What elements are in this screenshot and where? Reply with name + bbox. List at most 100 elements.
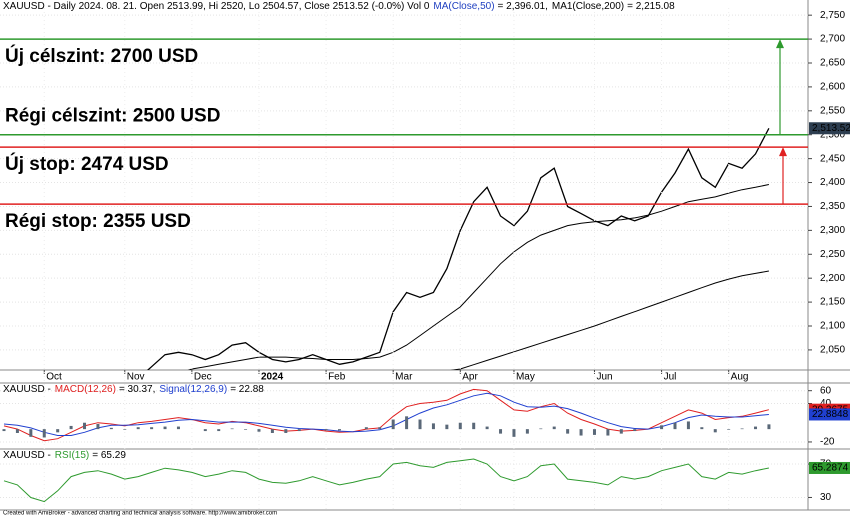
y-tick-label: 2,550 bbox=[820, 105, 845, 116]
series-line bbox=[146, 127, 770, 370]
x-tick-label: Nov bbox=[127, 372, 145, 383]
histogram-bar bbox=[217, 429, 221, 432]
histogram-bar bbox=[150, 427, 154, 430]
y-tick-label: 2,350 bbox=[820, 201, 845, 212]
y-tick-label: 2,250 bbox=[820, 249, 845, 260]
y-tick-label: 2,200 bbox=[820, 273, 845, 284]
histogram-bar bbox=[2, 429, 6, 432]
histogram-bar bbox=[740, 428, 744, 430]
price-tag bbox=[809, 408, 850, 421]
footer: Created with AmiBroker - advanced charti… bbox=[3, 511, 277, 517]
panel-header: XAUUSD - RSI(15) = 65.29 bbox=[3, 450, 126, 461]
y-tick-label: 2,450 bbox=[820, 153, 845, 164]
histogram-bar bbox=[579, 429, 583, 436]
header-title: XAUUSD - Daily 2024. 08. 21. Open 2513.9… bbox=[3, 1, 430, 12]
y-tick-label: -20 bbox=[820, 437, 835, 448]
histogram-bar bbox=[378, 427, 382, 430]
histogram-bar bbox=[633, 429, 637, 432]
histogram-bar bbox=[405, 416, 409, 430]
level-label: Régi stop: 2355 USD bbox=[5, 211, 191, 232]
histogram-bar bbox=[69, 425, 73, 430]
histogram-bar bbox=[364, 427, 368, 430]
histogram-bar bbox=[176, 426, 180, 430]
histogram-bar bbox=[660, 425, 664, 430]
histogram-bar bbox=[592, 429, 596, 435]
histogram-bar bbox=[713, 429, 717, 433]
x-tick-label: 2024 bbox=[261, 372, 284, 383]
histogram-bar bbox=[96, 424, 100, 430]
panel bbox=[0, 388, 808, 443]
legend-value: = 65.29 bbox=[92, 450, 126, 461]
histogram-bar bbox=[29, 429, 33, 437]
legend-name: MA(Close,50) bbox=[433, 1, 494, 12]
x-tick-label: Jun bbox=[596, 372, 612, 383]
histogram-bar bbox=[284, 429, 288, 433]
level-label: Új célszint: 2700 USD bbox=[5, 45, 198, 67]
series-line bbox=[3, 392, 769, 436]
histogram-bar bbox=[203, 429, 207, 432]
level-label: Régi célszint: 2500 USD bbox=[5, 106, 220, 127]
histogram-bar bbox=[163, 426, 167, 430]
histogram-bar bbox=[754, 426, 758, 430]
histogram-bar bbox=[472, 422, 476, 430]
legend-value: = 2,396.01, bbox=[498, 1, 548, 12]
histogram-bar bbox=[606, 429, 610, 436]
histogram-bar bbox=[686, 421, 690, 430]
level-label: Új stop: 2474 USD bbox=[5, 153, 169, 175]
histogram-bar bbox=[619, 429, 623, 434]
series-line bbox=[3, 388, 770, 442]
x-tick-label: Jul bbox=[664, 372, 677, 383]
arrow-head bbox=[779, 147, 787, 157]
y-tick-label: 2,300 bbox=[820, 225, 845, 236]
series-line bbox=[450, 270, 769, 370]
y-tick-label: 2,600 bbox=[820, 82, 845, 93]
histogram-bar bbox=[270, 429, 274, 433]
price-tag bbox=[809, 461, 850, 474]
y-tick-label: 2,100 bbox=[820, 321, 845, 332]
price-tag-label: 22.8848 bbox=[812, 409, 849, 420]
y-tick-label: 30 bbox=[820, 492, 832, 503]
legend-value: = 22.88 bbox=[230, 384, 264, 395]
histogram-bar bbox=[230, 428, 234, 430]
histogram-bar bbox=[244, 429, 248, 430]
histogram-bar bbox=[136, 427, 140, 430]
panel bbox=[0, 14, 808, 370]
legend-name: MA1(Close,200) bbox=[552, 1, 624, 12]
y-tick-label: 2,500 bbox=[820, 129, 845, 140]
x-tick-label: Feb bbox=[328, 372, 346, 383]
histogram-bar bbox=[767, 424, 771, 430]
y-tick-label: 2,150 bbox=[820, 297, 845, 308]
header-title: XAUUSD - bbox=[3, 384, 51, 395]
y-tick-label: 2,050 bbox=[820, 345, 845, 356]
histogram-bar bbox=[700, 427, 704, 430]
histogram-bar bbox=[391, 419, 395, 430]
y-tick-label: 2,400 bbox=[820, 177, 845, 188]
x-tick-label: May bbox=[516, 372, 535, 383]
legend-name: Signal(12,26,9) bbox=[159, 384, 227, 395]
x-tick-label: Dec bbox=[194, 372, 212, 383]
series-line bbox=[3, 458, 769, 503]
header-title: XAUUSD - bbox=[3, 450, 51, 461]
histogram-bar bbox=[109, 427, 113, 430]
histogram-bar bbox=[15, 429, 19, 433]
histogram-bar bbox=[512, 429, 516, 437]
arrow-head bbox=[776, 39, 784, 49]
y-tick-label: 2,650 bbox=[820, 58, 845, 69]
price-tag-label: 2,513.52 bbox=[812, 123, 850, 134]
histogram-bar bbox=[42, 429, 46, 438]
y-tick-label: 40 bbox=[820, 398, 832, 409]
legend-name: RSI(15) bbox=[55, 450, 89, 461]
histogram-bar bbox=[418, 419, 422, 430]
histogram-bar bbox=[458, 422, 462, 430]
histogram-bar bbox=[83, 422, 87, 430]
histogram-bar bbox=[257, 429, 261, 432]
histogram-bar bbox=[324, 429, 328, 431]
legend-name: MACD(12,26) bbox=[55, 384, 116, 395]
price-tag-label: 65.2874 bbox=[812, 463, 849, 474]
histogram-bar bbox=[297, 429, 301, 432]
y-tick-label: 2,700 bbox=[820, 34, 845, 45]
histogram-bar bbox=[445, 424, 449, 430]
x-tick-label: Mar bbox=[395, 372, 413, 383]
